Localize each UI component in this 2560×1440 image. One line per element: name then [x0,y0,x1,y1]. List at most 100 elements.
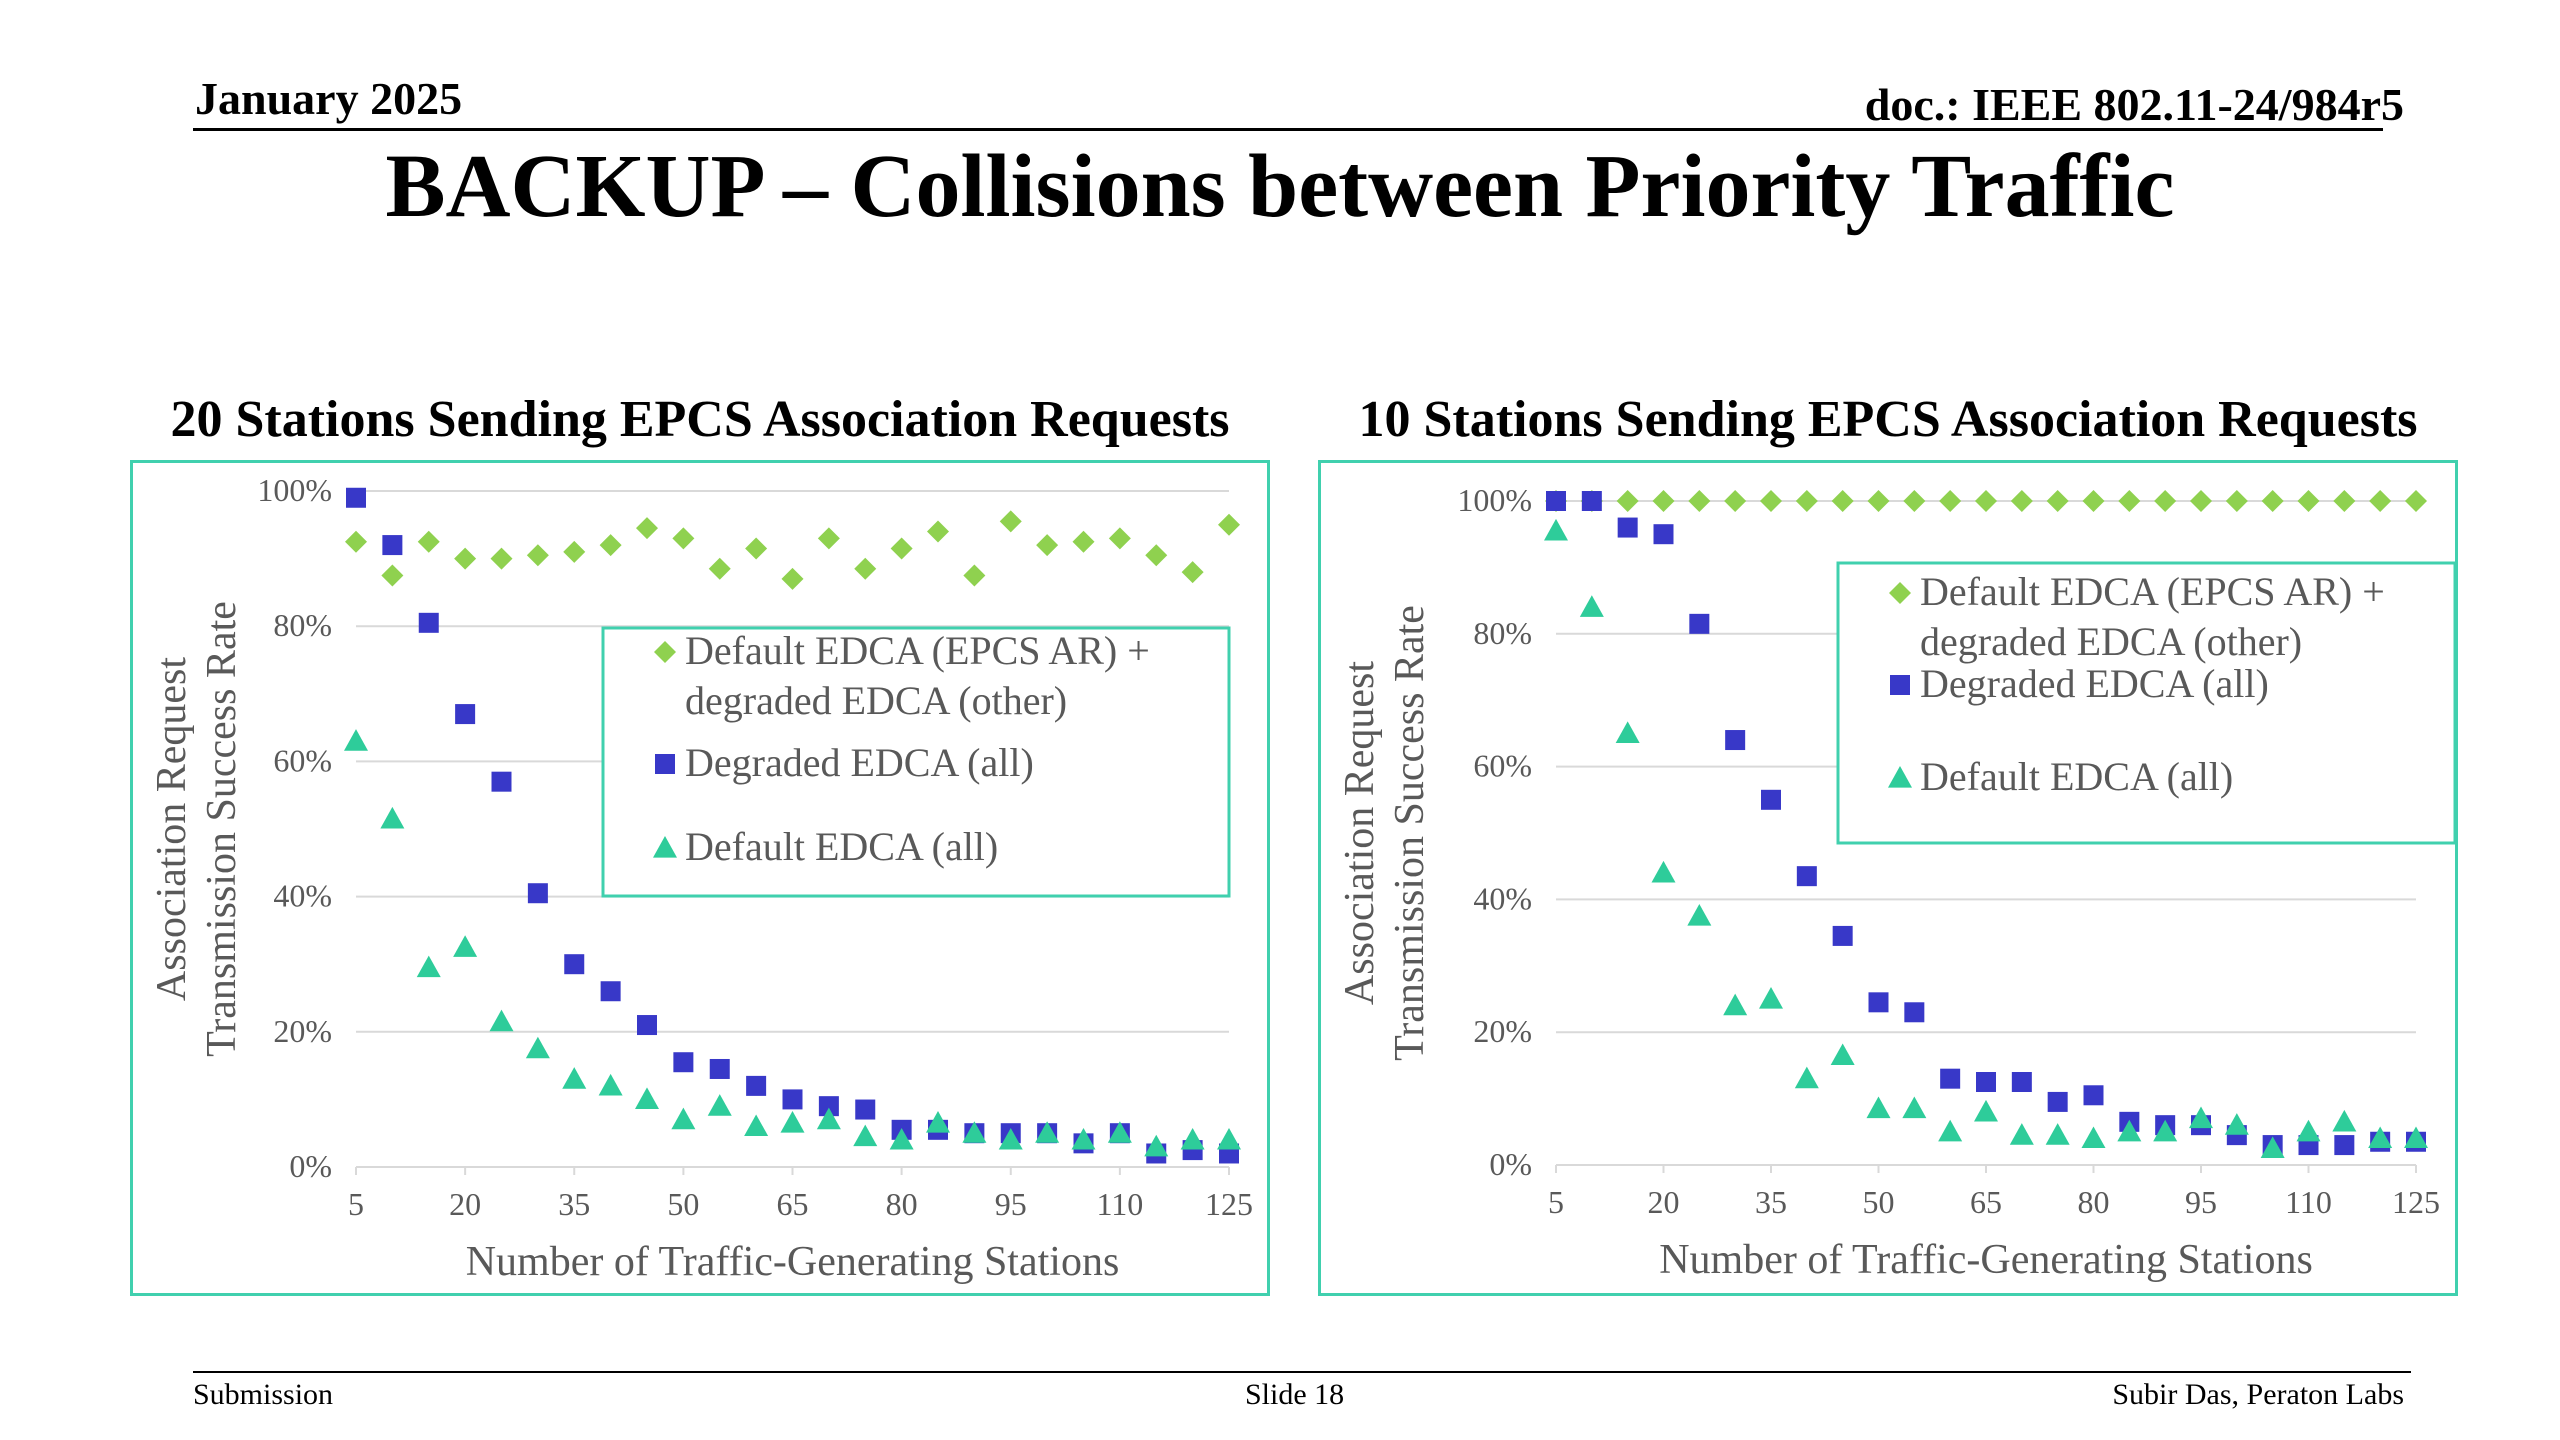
data-point-triangle [2404,1126,2428,1149]
data-point-square [746,1075,767,1096]
y-tick-label: 20% [273,1013,332,1049]
data-point-triangle [2260,1136,2285,1158]
data-point-square [527,883,548,904]
y-axis-label-line: Association Request [149,657,195,1001]
legend-marker-square [1890,675,1910,695]
data-point-diamond [927,520,949,543]
data-point-triangle [489,1009,514,1032]
data-point-diamond [781,567,804,590]
x-tick-label: 95 [2185,1184,2217,1220]
data-point-diamond [2297,490,2320,512]
data-point-triangle [344,729,368,751]
chart-2-title: 10 Stations Sending EPCS Association Req… [1358,391,2418,448]
data-point-square [1653,524,1674,545]
x-tick-label: 110 [2285,1184,2332,1220]
legend-label: Default EDCA (EPCS AR) + degraded EDCA (o… [1920,569,2385,664]
legend-label: Degraded EDCA (all) [1920,661,2269,706]
data-point-diamond [2046,490,2069,512]
legend-box [601,626,1231,898]
y-axis-label: Association RequestTransmission Success … [149,601,245,1057]
data-point-diamond [381,564,404,587]
data-point-diamond [1975,490,1997,512]
data-point-triangle [1794,1066,1819,1089]
y-tick-label: 100% [257,472,332,508]
y-tick-label: 100% [1457,482,1532,518]
data-point-diamond [708,557,731,580]
data-point-triangle [1651,860,1676,883]
data-point-diamond [1867,490,1890,512]
x-axis-label: Number of Traffic-Generating Stations [1659,1237,2313,1283]
data-point-triangle [926,1111,950,1133]
data-point-triangle [1107,1121,1132,1143]
data-point-square [2047,1091,2068,1112]
data-point-diamond [2333,490,2356,512]
data-point-triangle [2368,1126,2393,1149]
data-point-square [1546,491,1566,511]
x-tick-label: 80 [886,1186,918,1222]
data-point-diamond [2154,490,2177,512]
data-point-triangle [998,1127,1023,1150]
data-point-diamond [563,540,586,563]
slide-title: BACKUP – Collisions between Priority Tra… [385,137,2175,236]
data-point-diamond [854,557,877,580]
data-point-triangle [380,806,405,829]
legend-label-line: degraded EDCA (other) [1920,619,2302,664]
data-point-triangle [525,1036,550,1059]
y-tick-label: 80% [1473,615,1532,651]
data-point-triangle [1866,1096,1891,1119]
data-point-diamond [817,527,840,550]
data-point-triangle [671,1107,696,1130]
data-point-diamond [1036,534,1059,557]
data-point-square [855,1099,876,1120]
chart-2-plot: 0% 20% 40% 60% 80% 100% 5 20 35 50 65 80 95 110 125 Num… [1337,482,2455,1283]
data-point-triangle [816,1107,841,1130]
legend-marker-diamond [654,641,676,663]
legend-marker-triangle [1888,766,1912,788]
x-tick-label: 20 [449,1186,481,1222]
footer-author: Subir Das, Peraton Labs [2112,1378,2404,1411]
data-point-square [1725,730,1746,751]
data-point-diamond [454,547,477,570]
data-point-diamond [1760,490,1782,512]
data-point-triangle [1974,1099,1998,1122]
data-point-triangle [1071,1127,1096,1150]
chart-1-title: 20 Stations Sending EPCS Association Req… [170,391,1230,448]
data-point-square [1940,1068,1961,1089]
data-point-diamond [2190,490,2212,512]
data-point-square [455,704,476,725]
y-tick-label: 0% [1489,1146,1532,1182]
header-rule [193,128,2383,131]
header-date: January 2025 [195,73,463,124]
footer-submission: Submission [193,1378,334,1411]
data-point-triangle [1759,987,1783,1009]
data-point-diamond [1616,490,1639,512]
legend-marker-triangle [653,836,677,858]
y-tick-label: 60% [1473,748,1532,784]
data-point-diamond [890,537,913,560]
data-point-diamond [963,564,986,587]
legend-label-line: degraded EDCA (other) [685,678,1067,723]
data-point-triangle [2045,1123,2070,1145]
data-point-square [2083,1085,2104,1106]
data-point-diamond [1652,490,1675,512]
data-point-triangle [962,1121,987,1143]
footer-slide-number: Slide 18 [1245,1378,1345,1411]
x-tick-label: 65 [777,1186,809,1222]
data-point-square [346,487,366,508]
data-point-square [1617,517,1638,538]
data-point-diamond [745,537,768,560]
y-axis-label-line: Transmission Success Rate [1387,605,1433,1061]
chart-1: 0% 20% 40% 60% 80% 100% 5 20 35 50 65 80 95 110 125 Num… [130,460,1270,1296]
legend-label-line: Default EDCA (EPCS AR) + [685,628,1150,673]
x-tick-label: 65 [1970,1184,2002,1220]
data-point-square [1796,866,1817,887]
data-point-diamond [999,510,1022,533]
data-point-square [600,981,621,1002]
x-tick-label: 35 [1755,1184,1787,1220]
data-point-triangle [1144,1134,1169,1157]
data-point-diamond [1724,490,1747,512]
data-point-square [1761,789,1781,810]
data-point-diamond [1108,527,1131,550]
x-tick-label: 95 [995,1186,1027,1222]
data-point-square [1868,992,1889,1013]
